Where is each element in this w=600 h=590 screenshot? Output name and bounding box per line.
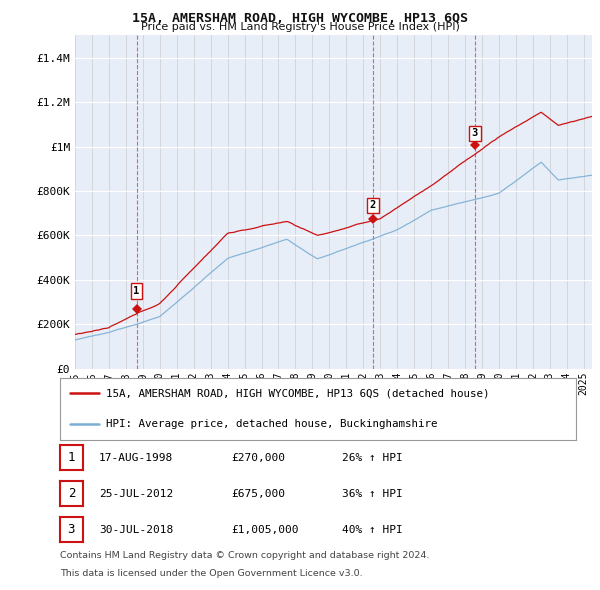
Text: £1,005,000: £1,005,000 [231,525,299,535]
Text: £675,000: £675,000 [231,489,285,499]
Text: Price paid vs. HM Land Registry's House Price Index (HPI): Price paid vs. HM Land Registry's House … [140,22,460,32]
Text: 30-JUL-2018: 30-JUL-2018 [99,525,173,535]
Text: 17-AUG-1998: 17-AUG-1998 [99,453,173,463]
Text: 40% ↑ HPI: 40% ↑ HPI [342,525,403,535]
Text: 36% ↑ HPI: 36% ↑ HPI [342,489,403,499]
Text: HPI: Average price, detached house, Buckinghamshire: HPI: Average price, detached house, Buck… [106,419,438,429]
Text: 2: 2 [370,201,376,211]
Text: £270,000: £270,000 [231,453,285,463]
Text: 3: 3 [472,128,478,138]
Text: 26% ↑ HPI: 26% ↑ HPI [342,453,403,463]
Text: This data is licensed under the Open Government Licence v3.0.: This data is licensed under the Open Gov… [60,569,362,578]
Text: 2: 2 [68,487,75,500]
Text: 3: 3 [68,523,75,536]
Text: 1: 1 [68,451,75,464]
Text: 1: 1 [133,286,140,296]
Text: 25-JUL-2012: 25-JUL-2012 [99,489,173,499]
Text: 15A, AMERSHAM ROAD, HIGH WYCOMBE, HP13 6QS: 15A, AMERSHAM ROAD, HIGH WYCOMBE, HP13 6… [132,12,468,25]
Text: Contains HM Land Registry data © Crown copyright and database right 2024.: Contains HM Land Registry data © Crown c… [60,552,430,560]
Text: 15A, AMERSHAM ROAD, HIGH WYCOMBE, HP13 6QS (detached house): 15A, AMERSHAM ROAD, HIGH WYCOMBE, HP13 6… [106,388,490,398]
